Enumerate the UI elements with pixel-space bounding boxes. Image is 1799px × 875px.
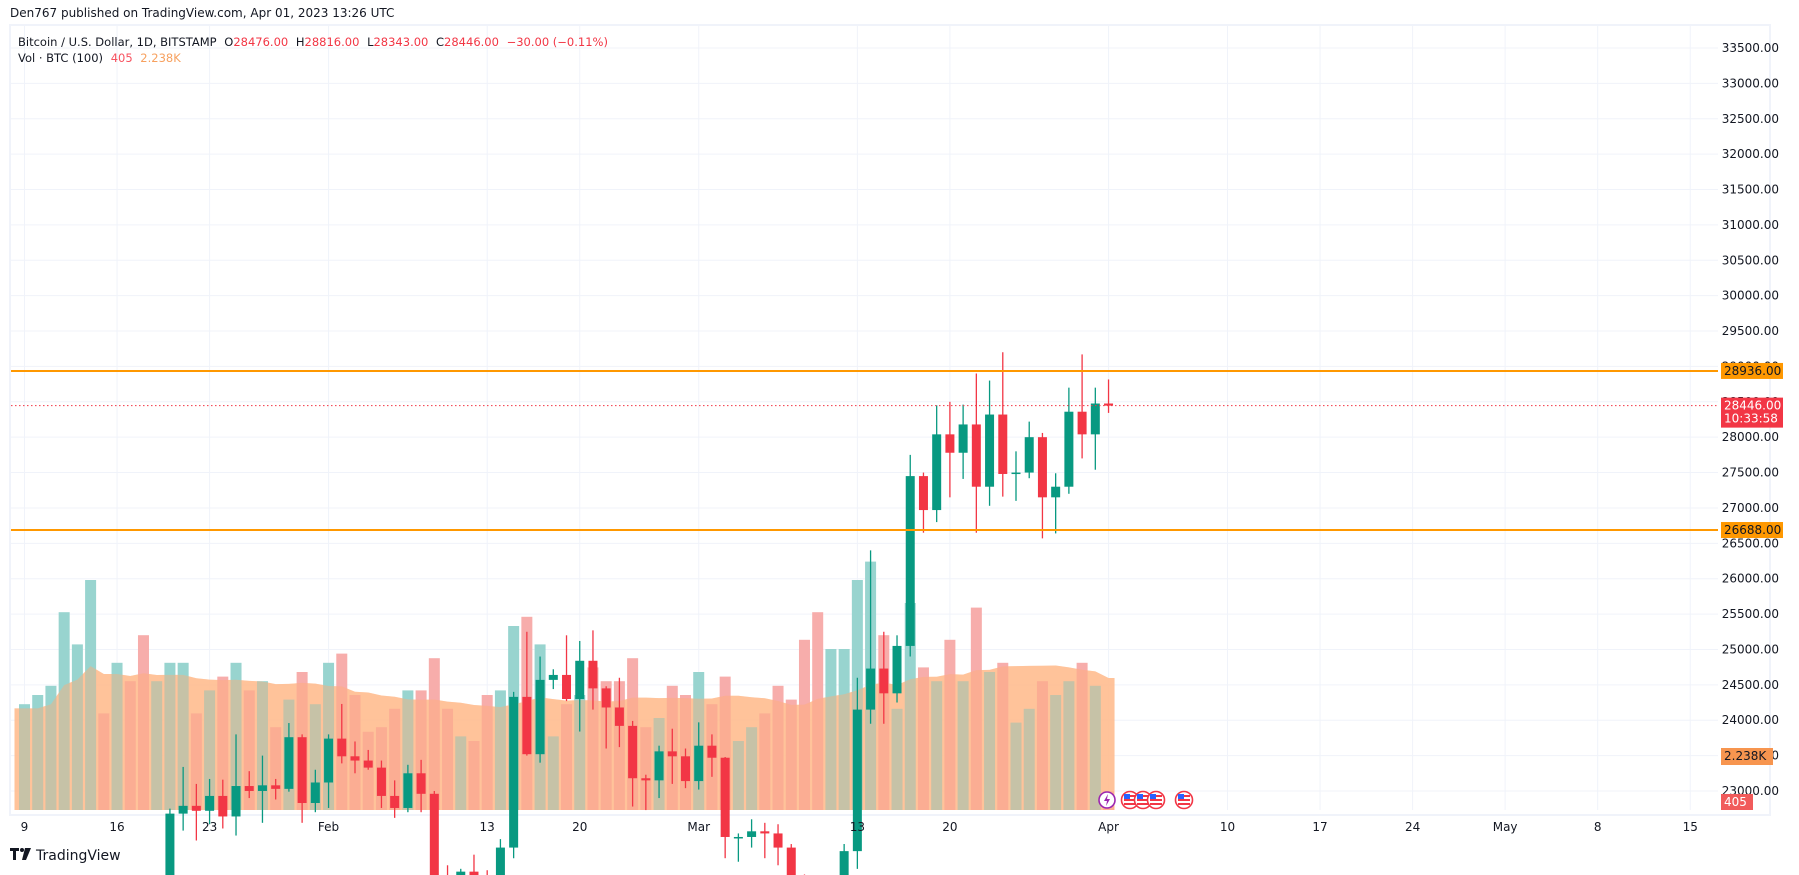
legend-volume-row: Vol · BTC (100) 405 2.238K bbox=[18, 50, 612, 66]
legend-close-value: 28446.00 bbox=[444, 35, 499, 49]
resistance-price-tag: 28936.00 bbox=[1721, 362, 1783, 379]
svg-text:10:33:58: 10:33:58 bbox=[1724, 412, 1778, 426]
svg-text:May: May bbox=[1493, 820, 1518, 834]
legend-volume-label[interactable]: Vol · BTC (100) bbox=[18, 51, 104, 65]
svg-text:28446.00: 28446.00 bbox=[1724, 399, 1781, 413]
svg-text:28000.00: 28000.00 bbox=[1722, 430, 1779, 444]
publish-info: Den767 published on TradingView.com, Apr… bbox=[10, 6, 395, 20]
svg-text:20: 20 bbox=[572, 820, 587, 834]
svg-text:33500.00: 33500.00 bbox=[1722, 41, 1779, 55]
us-flag-event-icon[interactable] bbox=[1146, 790, 1166, 810]
svg-text:2.238K: 2.238K bbox=[1724, 749, 1767, 763]
legend-open-label: O bbox=[224, 35, 234, 49]
svg-text:405: 405 bbox=[1724, 795, 1747, 809]
svg-text:17: 17 bbox=[1312, 820, 1327, 834]
svg-text:26688.00: 26688.00 bbox=[1724, 523, 1781, 537]
legend-high-label: H bbox=[295, 35, 305, 49]
svg-text:9: 9 bbox=[21, 820, 29, 834]
legend-low-label: L bbox=[367, 35, 374, 49]
support-price-tag: 26688.00 bbox=[1721, 522, 1783, 539]
tradingview-logo[interactable]: TradingView bbox=[10, 848, 121, 864]
legend-volume-ma-value: 2.238K bbox=[140, 51, 181, 65]
us-flag-event-icon[interactable] bbox=[1133, 790, 1153, 810]
svg-text:10: 10 bbox=[1220, 820, 1235, 834]
volume-tag: 405 bbox=[1721, 794, 1753, 810]
legend-open-value: 28476.00 bbox=[233, 35, 289, 49]
legend-change: −30.00 (−0.11%) bbox=[506, 35, 608, 49]
svg-text:16: 16 bbox=[109, 820, 124, 834]
svg-text:24000.00: 24000.00 bbox=[1722, 713, 1779, 727]
svg-text:Apr: Apr bbox=[1098, 820, 1119, 834]
svg-text:26500.00: 26500.00 bbox=[1722, 536, 1779, 550]
svg-text:27000.00: 27000.00 bbox=[1722, 501, 1779, 515]
tradingview-logo-text: TradingView bbox=[36, 848, 121, 864]
legend-low-value: 28343.00 bbox=[373, 35, 429, 49]
legend-symbol-row: Bitcoin / U.S. Dollar, 1D, BITSTAMP O284… bbox=[18, 34, 612, 50]
svg-text:30000.00: 30000.00 bbox=[1722, 289, 1779, 303]
svg-text:24500.00: 24500.00 bbox=[1722, 678, 1779, 692]
svg-text:25500.00: 25500.00 bbox=[1722, 607, 1779, 621]
svg-text:30500.00: 30500.00 bbox=[1722, 253, 1779, 267]
legend-high-value: 28816.00 bbox=[304, 35, 360, 49]
candles bbox=[165, 352, 1114, 875]
legend-volume-value: 405 bbox=[110, 51, 133, 65]
svg-text:31000.00: 31000.00 bbox=[1722, 218, 1779, 232]
svg-text:24: 24 bbox=[1405, 820, 1420, 834]
svg-text:29500.00: 29500.00 bbox=[1722, 324, 1779, 338]
legend-close-label: C bbox=[436, 35, 445, 49]
lightning-icon[interactable] bbox=[1098, 791, 1116, 809]
svg-text:31500.00: 31500.00 bbox=[1722, 183, 1779, 197]
svg-text:26000.00: 26000.00 bbox=[1722, 572, 1779, 586]
svg-text:Mar: Mar bbox=[687, 820, 710, 834]
svg-text:8: 8 bbox=[1594, 820, 1602, 834]
event-markers[interactable] bbox=[1098, 790, 1194, 810]
chart-legend: Bitcoin / U.S. Dollar, 1D, BITSTAMP O284… bbox=[18, 34, 612, 66]
tradingview-logo-icon bbox=[10, 848, 32, 864]
legend-symbol[interactable]: Bitcoin / U.S. Dollar, 1D, BITSTAMP bbox=[18, 35, 217, 49]
svg-text:20: 20 bbox=[942, 820, 957, 834]
svg-text:32500.00: 32500.00 bbox=[1722, 112, 1779, 126]
svg-text:13: 13 bbox=[850, 820, 865, 834]
svg-text:27500.00: 27500.00 bbox=[1722, 466, 1779, 480]
us-flag-event-icon[interactable] bbox=[1174, 790, 1194, 810]
svg-text:28936.00: 28936.00 bbox=[1724, 364, 1781, 378]
volume-ma-tag: 2.238K bbox=[1721, 748, 1773, 765]
svg-text:23: 23 bbox=[202, 820, 217, 834]
svg-text:32000.00: 32000.00 bbox=[1722, 147, 1779, 161]
svg-text:25000.00: 25000.00 bbox=[1722, 642, 1779, 656]
svg-text:33000.00: 33000.00 bbox=[1722, 76, 1779, 90]
svg-text:15: 15 bbox=[1683, 820, 1698, 834]
svg-text:13: 13 bbox=[480, 820, 495, 834]
svg-text:Feb: Feb bbox=[318, 820, 339, 834]
time-axis[interactable]: 9 16 23 Feb 13 20 Mar 13 20 Apr 10 17 24 May 8 15 bbox=[21, 820, 1698, 834]
